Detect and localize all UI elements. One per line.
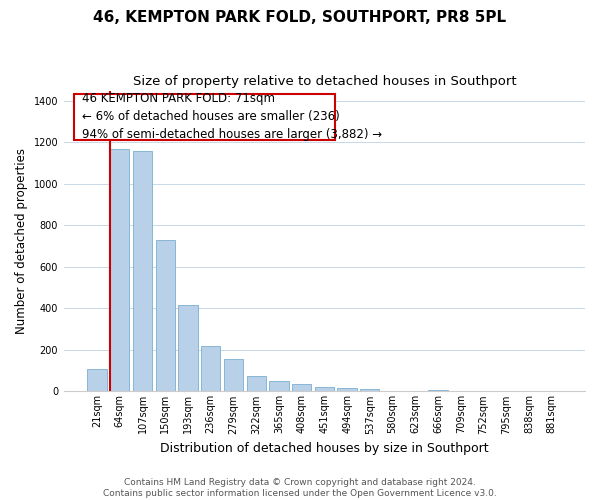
Bar: [178, 306, 197, 392]
Bar: [247, 376, 266, 392]
Text: Contains HM Land Registry data © Crown copyright and database right 2024.
Contai: Contains HM Land Registry data © Crown c…: [103, 478, 497, 498]
Bar: [337, 388, 357, 392]
X-axis label: Distribution of detached houses by size in Southport: Distribution of detached houses by size …: [160, 442, 488, 455]
Text: 46, KEMPTON PARK FOLD, SOUTHPORT, PR8 5PL: 46, KEMPTON PARK FOLD, SOUTHPORT, PR8 5P…: [94, 10, 506, 25]
Bar: [224, 359, 243, 392]
Bar: [292, 384, 311, 392]
Bar: [269, 381, 289, 392]
Bar: [315, 387, 334, 392]
FancyBboxPatch shape: [74, 94, 335, 140]
Bar: [360, 390, 379, 392]
Bar: [428, 390, 448, 392]
Bar: [155, 240, 175, 392]
Text: 46 KEMPTON PARK FOLD: 71sqm
← 6% of detached houses are smaller (236)
94% of sem: 46 KEMPTON PARK FOLD: 71sqm ← 6% of deta…: [82, 92, 382, 142]
Bar: [110, 148, 130, 392]
Y-axis label: Number of detached properties: Number of detached properties: [15, 148, 28, 334]
Title: Size of property relative to detached houses in Southport: Size of property relative to detached ho…: [133, 75, 516, 88]
Bar: [201, 346, 220, 392]
Bar: [133, 150, 152, 392]
Bar: [88, 368, 107, 392]
